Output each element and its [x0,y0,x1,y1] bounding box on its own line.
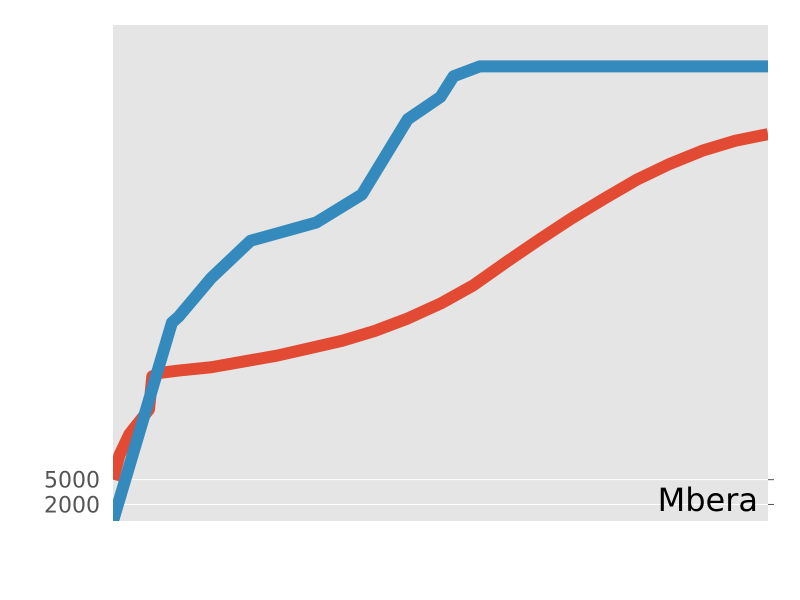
y-tick-label: 5000 [44,469,100,494]
series-line-2 [113,60,768,521]
y-tick-label: 2000 [44,493,100,518]
chart-annotation: Mbera [658,481,758,519]
grid-lines [113,479,768,505]
series-lines [113,60,768,521]
